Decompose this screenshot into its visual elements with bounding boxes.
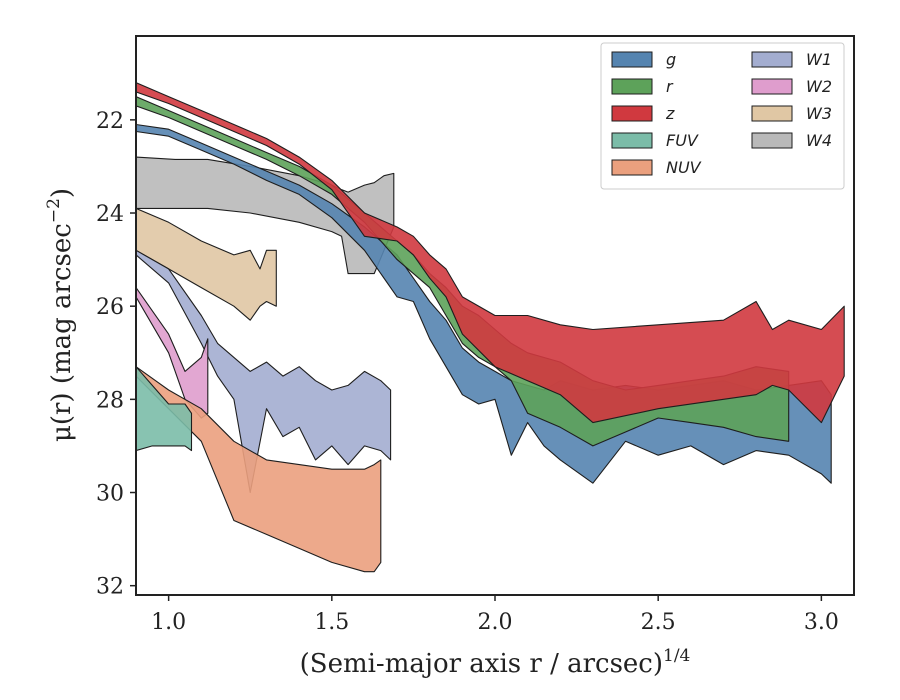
legend-swatch-w2: [751, 78, 793, 95]
y-axis-title-exponent: −2: [44, 198, 64, 223]
y-tick-label: 26: [96, 295, 124, 320]
legend-label-g: g: [666, 50, 676, 69]
legend-label-nuv: NUV: [666, 158, 702, 177]
legend-label-w3: W3: [806, 104, 832, 123]
legend-label-w4: W4: [806, 131, 832, 150]
y-axis-title-close: ): [47, 188, 77, 198]
series-band-w3: [136, 207, 277, 321]
x-tick-label: 2.0: [478, 610, 513, 635]
legend: grz FUV NUV W1 W2 W3 W4: [600, 42, 845, 190]
legend-swatch-w4: [751, 132, 793, 149]
series-band-nuv: [136, 366, 382, 573]
legend-swatch-z: [611, 105, 653, 122]
legend-label-w2: W2: [806, 77, 832, 96]
x-axis-ticks: 1.0 1.5 2.0 2.5 3.0: [151, 595, 839, 635]
y-tick-label: 24: [96, 202, 124, 227]
legend-label-w1: W1: [806, 50, 832, 69]
series-band-fuv: [136, 366, 193, 452]
y-axis-title: μ(r) (mag arcsec−2): [44, 188, 77, 442]
legend-swatch-nuv: [611, 159, 653, 176]
x-tick-label: 2.5: [641, 610, 676, 635]
legend-swatch-g: [611, 51, 653, 68]
legend-label-r: r: [666, 77, 674, 96]
series-band-w2: [136, 287, 209, 419]
x-tick-label: 1.0: [151, 610, 186, 635]
x-axis-title-exponent: 1/4: [663, 646, 690, 666]
x-axis-title-text: (Semi-major axis r / arcsec): [300, 649, 663, 679]
legend-swatch-r: [611, 78, 653, 95]
legend-label-z: z: [665, 104, 675, 123]
y-axis-ticks: 22 24 26 28 30 32: [96, 109, 136, 600]
y-axis-title-text: μ(r) (mag arcsec: [47, 223, 77, 442]
x-axis-title: (Semi-major axis r / arcsec)1/4: [300, 646, 691, 679]
legend-swatch-w3: [751, 105, 793, 122]
y-tick-label: 30: [96, 482, 124, 507]
legend-swatch-w1: [751, 51, 793, 68]
x-tick-label: 3.0: [804, 610, 839, 635]
legend-label-fuv: FUV: [666, 131, 699, 150]
y-tick-label: 28: [96, 388, 124, 413]
series-band-w1: [136, 249, 392, 494]
y-tick-label: 32: [96, 575, 124, 600]
x-tick-label: 1.5: [314, 610, 349, 635]
y-tick-label: 22: [96, 109, 124, 134]
series-band-z: [136, 82, 845, 424]
series-bands: [136, 82, 845, 573]
legend-swatch-fuv: [611, 132, 653, 149]
